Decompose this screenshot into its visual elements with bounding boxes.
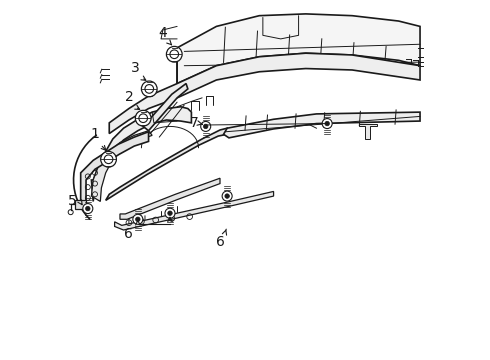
Circle shape [203, 124, 208, 129]
Circle shape [225, 194, 229, 198]
Circle shape [170, 50, 178, 59]
Text: 4: 4 [158, 26, 167, 40]
Circle shape [139, 114, 147, 122]
Polygon shape [115, 192, 273, 230]
Text: 1: 1 [91, 127, 99, 141]
Circle shape [100, 152, 117, 167]
Polygon shape [106, 128, 227, 201]
Circle shape [136, 217, 140, 221]
Circle shape [83, 203, 93, 213]
Polygon shape [177, 14, 420, 84]
Polygon shape [359, 123, 377, 139]
Circle shape [104, 155, 113, 163]
Polygon shape [109, 53, 420, 134]
Circle shape [167, 46, 182, 62]
Circle shape [86, 206, 90, 211]
Polygon shape [223, 112, 420, 138]
Circle shape [142, 81, 157, 97]
Circle shape [145, 85, 153, 93]
Circle shape [222, 191, 232, 201]
Polygon shape [81, 132, 148, 202]
Circle shape [201, 121, 211, 131]
Polygon shape [92, 107, 192, 202]
Polygon shape [143, 84, 188, 131]
Text: 6: 6 [216, 235, 224, 249]
Text: 5: 5 [68, 194, 76, 208]
Text: 6: 6 [124, 227, 133, 241]
Circle shape [168, 211, 172, 216]
Text: 3: 3 [131, 60, 140, 75]
Circle shape [322, 118, 332, 129]
Text: 7: 7 [190, 116, 198, 130]
Text: 2: 2 [124, 90, 133, 104]
Circle shape [325, 121, 329, 126]
Circle shape [133, 214, 143, 224]
Polygon shape [120, 178, 220, 219]
Circle shape [135, 111, 151, 126]
Polygon shape [75, 200, 86, 208]
Polygon shape [92, 131, 152, 202]
Circle shape [165, 208, 175, 218]
